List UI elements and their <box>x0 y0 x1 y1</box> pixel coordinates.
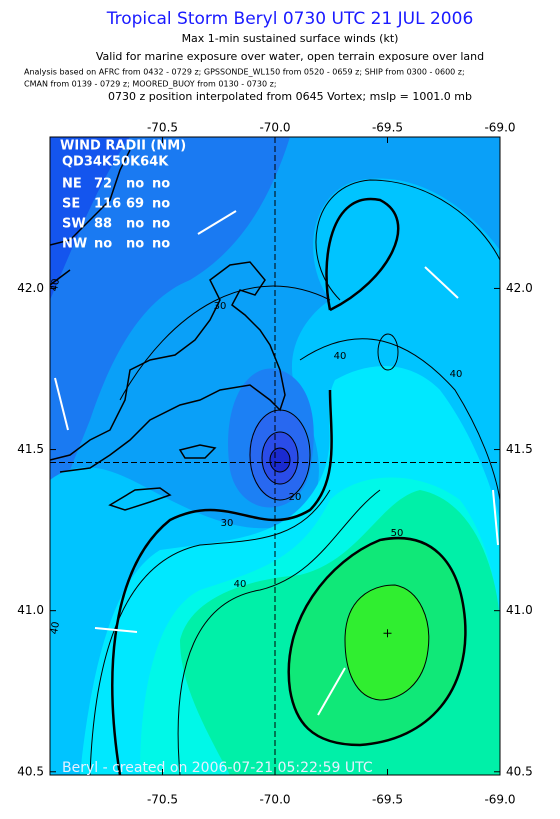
contour-label: 50 <box>391 528 404 539</box>
contour-label: 30 <box>221 518 234 529</box>
y-tick-label: 41.0 <box>17 603 44 617</box>
max-wind-marker <box>383 629 392 638</box>
field-band <box>50 137 290 520</box>
y-tick-label: 42.0 <box>506 281 533 295</box>
wind-radii-cell: no <box>126 237 144 252</box>
footer: Beryl - created on 2006-07-21 05:22:59 U… <box>62 760 373 776</box>
contour-label: 40 <box>49 621 62 635</box>
x-tick-label: -70.0 <box>259 121 290 135</box>
contour-label: 40 <box>49 278 62 292</box>
x-tick-label: -70.5 <box>147 121 178 135</box>
coastline <box>50 149 286 511</box>
wind-radii-cell: no <box>152 217 170 232</box>
field-band <box>50 137 130 300</box>
x-tick-label: -69.0 <box>484 793 515 807</box>
y-tick-label: 40.5 <box>506 764 533 778</box>
x-tick-label: -70.0 <box>259 793 290 807</box>
wind-radii-cell: no <box>126 177 144 192</box>
contour-label: 40 <box>234 579 247 590</box>
wind-radii-title: WIND RADII (NM) <box>60 139 186 154</box>
wind-radii-cell: no <box>152 197 170 212</box>
analysis-line: Analysis based on AFRC from 0432 - 0729 … <box>24 68 465 77</box>
map-area <box>50 137 500 775</box>
wind-radii-cell: no <box>126 217 144 232</box>
wind-radii-header: QD34K50K64K <box>62 155 169 170</box>
wind-radii-cell: 69 <box>126 197 144 212</box>
analysis-line: CMAN from 0139 - 0729 z; MOORED_BUOY fro… <box>24 80 277 89</box>
wind-radii-cell: no <box>94 237 112 252</box>
x-tick-label: -69.0 <box>484 121 515 135</box>
y-tick-label: 41.5 <box>17 442 44 456</box>
wind-radii-cell: no <box>152 237 170 252</box>
y-tick-label: 41.5 <box>506 442 533 456</box>
contour-label: 30 <box>214 301 227 312</box>
x-tick-label: -70.5 <box>147 793 178 807</box>
subtitle: Max 1-min sustained surface winds (kt) <box>182 32 399 45</box>
contour-label: 20 <box>289 492 302 503</box>
wind-radii-cell: no <box>152 177 170 192</box>
field-band <box>345 585 429 700</box>
contour-label: 40 <box>334 351 347 362</box>
wind-radii-cell: 88 <box>94 217 112 232</box>
wind-radii-cell: SE <box>62 197 80 212</box>
wind-radii-cell: 72 <box>94 177 112 192</box>
y-tick-label: 42.0 <box>17 281 44 295</box>
wind-radii-cell: NE <box>62 177 82 192</box>
contour-label: 40 <box>450 369 463 380</box>
wind-radii-cell: NW <box>62 237 87 252</box>
wind-radii-cell: SW <box>62 217 86 232</box>
x-tick-label: -69.5 <box>372 793 403 807</box>
y-tick-label: 41.0 <box>506 603 533 617</box>
title: Tropical Storm Beryl 0730 UTC 21 JUL 200… <box>106 9 474 29</box>
y-tick-label: 40.5 <box>17 764 44 778</box>
wind-vectors <box>54 210 499 716</box>
wind-radii-cell: 116 <box>94 197 121 212</box>
valid-note: Valid for marine exposure over water, op… <box>96 50 484 63</box>
position-note: 0730 z position interpolated from 0645 V… <box>108 90 472 103</box>
x-tick-label: -69.5 <box>372 121 403 135</box>
